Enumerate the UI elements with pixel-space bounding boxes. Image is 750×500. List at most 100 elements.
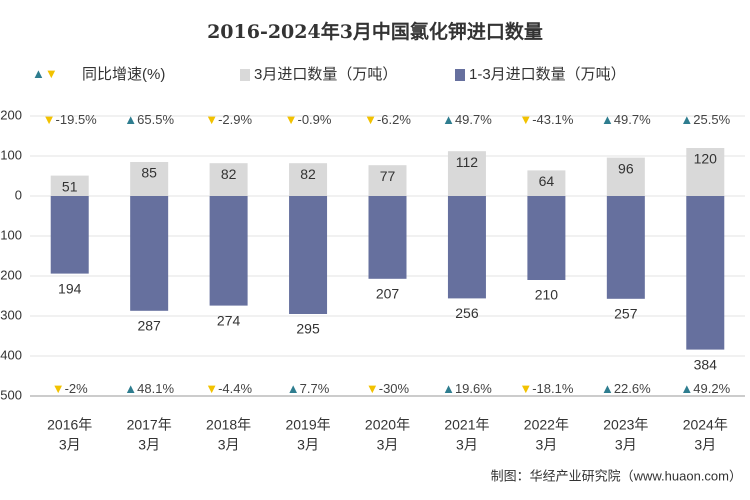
rest: -30% [379, 381, 410, 396]
data-label: 85 [141, 165, 157, 181]
x-tick-label: 2017年 [127, 417, 172, 433]
arrow: ▲ [601, 381, 614, 396]
arrow: ▼ [205, 112, 218, 127]
x-tick-label: 3月 [297, 437, 319, 453]
x-tick-label: 3月 [138, 437, 160, 453]
rest: 48.1% [137, 381, 174, 396]
arrow: ▲ [442, 112, 455, 127]
bar [209, 196, 248, 306]
growth-label: ▼-2% [52, 381, 88, 396]
bar [130, 196, 169, 311]
growth-label: ▲25.5% [680, 112, 730, 127]
growth-label: ▲22.6% [601, 381, 651, 396]
bar [686, 196, 725, 350]
data-label: 51 [62, 178, 78, 194]
growth-label: ▼-4.4% [205, 381, 252, 396]
arrow: ▲ [442, 381, 455, 396]
data-label: 257 [614, 306, 638, 322]
growth-label: ▼-6.2% [364, 112, 411, 127]
x-tick-label: 3月 [218, 437, 240, 453]
data-label: 295 [296, 321, 320, 337]
growth-label: ▼-19.5% [43, 112, 98, 127]
rest: 65.5% [137, 112, 174, 127]
x-tick-label: 3月 [694, 437, 716, 453]
growth-label: ▲19.6% [442, 381, 492, 396]
growth-label: ▼-0.9% [285, 112, 332, 127]
source: 制图：华经产业研究院（www.huaon.com） [491, 468, 742, 483]
growth-label: ▲48.1% [124, 381, 174, 396]
x-tick-label: 2020年 [365, 417, 410, 433]
bar [368, 196, 407, 279]
arrow: ▼ [519, 112, 532, 127]
growth-label: ▼-30% [366, 381, 410, 396]
x-tick-label: 3月 [377, 437, 399, 453]
y-tick-label: 100 [0, 147, 22, 162]
bar [447, 196, 486, 299]
legend-label: 1-3月进口数量（万吨） [469, 66, 626, 83]
bar [50, 175, 89, 196]
rest: 19.6% [455, 381, 492, 396]
growth-label: ▲49.7% [442, 112, 492, 127]
data-label: 287 [137, 318, 161, 334]
bar [447, 151, 486, 196]
arrow: ▲ [680, 381, 693, 396]
legend-label: 3月进口数量（万吨） [254, 66, 397, 83]
data-label: 274 [217, 312, 241, 328]
arrow: ▲ [287, 381, 300, 396]
growth-label: ▲49.2% [680, 381, 730, 396]
legend-swatch [240, 69, 250, 81]
arrow: ▼ [52, 381, 65, 396]
rest: -0.9% [298, 112, 332, 127]
x-tick-label: 2019年 [285, 417, 330, 433]
legend-label: 同比增速(%) [82, 66, 165, 83]
arrow: ▼ [366, 381, 379, 396]
bar [606, 157, 645, 196]
arrow: ▼ [285, 112, 298, 127]
arrow: ▼ [364, 112, 377, 127]
bar [686, 148, 725, 196]
x-tick-label: 2021年 [444, 417, 489, 433]
data-label: 210 [535, 287, 559, 303]
arrow: ▲ [124, 381, 137, 396]
y-tick-label: 200 [0, 267, 22, 282]
y-tick-label: 300 [0, 307, 22, 322]
x-tick-label: 3月 [456, 437, 478, 453]
arrow: ▼ [45, 66, 58, 81]
y-tick-label: 200 [0, 107, 22, 122]
y-tick-label: 500 [0, 387, 22, 402]
data-label: 82 [300, 166, 316, 182]
growth-label: ▲65.5% [124, 112, 174, 127]
arrow: ▼ [205, 381, 218, 396]
arrow: ▲ [601, 112, 614, 127]
x-tick-label: 2018年 [206, 417, 251, 433]
data-label: 96 [618, 160, 634, 176]
bar [368, 165, 407, 196]
y-tick-label: 400 [0, 347, 22, 362]
data-label: 384 [694, 356, 718, 372]
data-label: 256 [455, 305, 479, 321]
rest: 7.7% [300, 381, 330, 396]
arrow: ▲ [32, 66, 45, 81]
rest: -2% [65, 381, 89, 396]
data-label: 112 [456, 154, 479, 170]
rest: 25.5% [693, 112, 730, 127]
data-label: 77 [380, 168, 396, 184]
y-tick-label: 100 [0, 227, 22, 242]
bar [289, 163, 328, 196]
bar [527, 170, 566, 196]
arrow: ▼ [43, 112, 56, 127]
rest: -4.4% [218, 381, 252, 396]
x-tick-label: 3月 [535, 437, 557, 453]
x-tick-label: 3月 [59, 437, 81, 453]
growth-label: ▼-43.1% [519, 112, 574, 127]
x-tick-label: 2016年 [47, 417, 92, 433]
rest: 49.7% [614, 112, 651, 127]
rest: -6.2% [377, 112, 411, 127]
bar [606, 196, 645, 299]
arrow: ▲ [680, 112, 693, 127]
x-tick-label: 2022年 [524, 417, 569, 433]
data-label: 207 [376, 286, 400, 302]
growth-label: ▲49.7% [601, 112, 651, 127]
bar [209, 163, 248, 196]
